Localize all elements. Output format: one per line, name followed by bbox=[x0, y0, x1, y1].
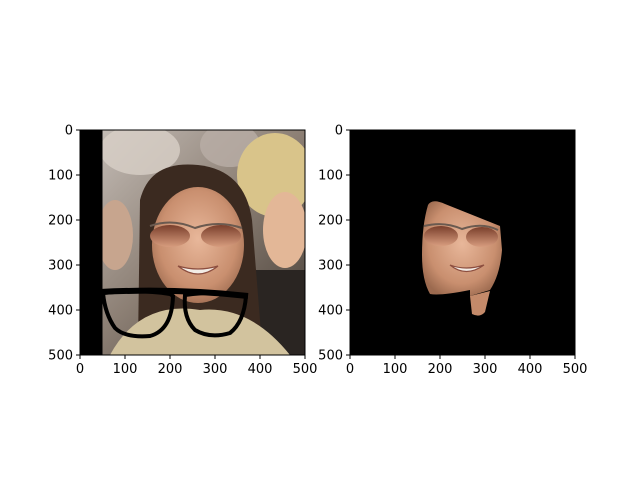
right-ytick-label: 0 bbox=[335, 124, 343, 139]
left-ytick-label: 500 bbox=[48, 349, 73, 364]
segmented-lens-right bbox=[466, 227, 498, 247]
black-border-strip bbox=[80, 130, 103, 355]
sunglasses-frame bbox=[149, 221, 243, 230]
drawn-glasses-bridge bbox=[99, 287, 249, 299]
crowd-blob bbox=[100, 130, 180, 175]
left-image bbox=[80, 130, 305, 355]
left-xtick-label: 400 bbox=[248, 362, 273, 377]
right-ytick-label: 300 bbox=[318, 259, 343, 274]
right-ytick-label: 200 bbox=[318, 214, 343, 229]
segmented-smile bbox=[449, 264, 485, 273]
left-ytick-label: 200 bbox=[48, 214, 73, 229]
segmented-lens-left bbox=[424, 226, 458, 246]
left-ytick-label: 300 bbox=[48, 259, 73, 274]
right-xtick-label: 500 bbox=[563, 362, 588, 377]
right-xtick-label: 100 bbox=[383, 362, 408, 377]
left-ytick-label: 400 bbox=[48, 304, 73, 319]
segmented-neck bbox=[470, 291, 490, 316]
crowd-blob bbox=[97, 200, 133, 270]
right-ytick-label: 500 bbox=[318, 349, 343, 364]
segmented-sunglasses-frame bbox=[423, 223, 499, 231]
left-ytick-label: 100 bbox=[48, 169, 73, 184]
left-ytick-label: 0 bbox=[65, 124, 73, 139]
right-ytick-label: 100 bbox=[318, 169, 343, 184]
left-xtick-label: 300 bbox=[203, 362, 228, 377]
right-xtick-label: 400 bbox=[518, 362, 543, 377]
left-axes-frame bbox=[79, 129, 306, 356]
face bbox=[152, 187, 244, 303]
left-xtick-label: 0 bbox=[76, 362, 84, 377]
drawn-glasses bbox=[99, 287, 249, 339]
smile bbox=[177, 265, 219, 275]
sunglasses-lens-left bbox=[150, 225, 190, 247]
right-image bbox=[350, 130, 575, 355]
left-xtick-label: 200 bbox=[158, 362, 183, 377]
right-xtick-label: 300 bbox=[473, 362, 498, 377]
left-xtick-label: 500 bbox=[293, 362, 318, 377]
sunglasses-lens-right bbox=[201, 225, 241, 247]
blond-person-face bbox=[263, 192, 305, 268]
right-xtick-label: 200 bbox=[428, 362, 453, 377]
right-axes-frame bbox=[349, 129, 576, 356]
left-xtick-label: 100 bbox=[113, 362, 138, 377]
right-xtick-label: 0 bbox=[346, 362, 354, 377]
right-ytick-label: 400 bbox=[318, 304, 343, 319]
